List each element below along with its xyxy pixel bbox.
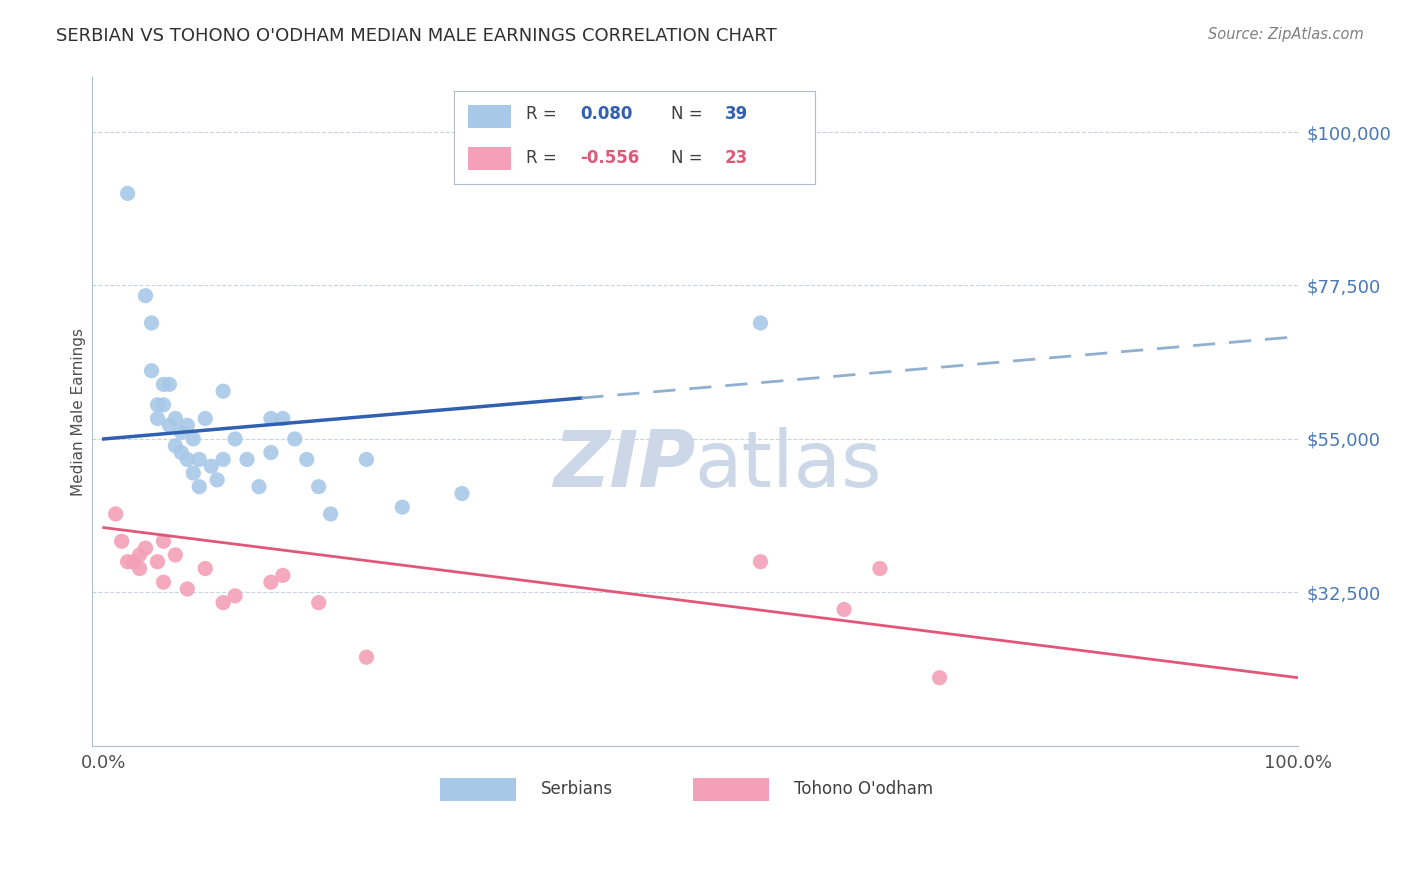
Point [928, 671, 950, 685]
Point [165, 439, 187, 453]
Point [308, 596, 330, 610]
Point [194, 561, 217, 575]
Point [260, 575, 283, 590]
Point [111, 534, 134, 549]
Text: Source: ZipAtlas.com: Source: ZipAtlas.com [1208, 27, 1364, 42]
Point [117, 186, 139, 201]
Point [141, 316, 163, 330]
Point [749, 316, 772, 330]
Point [212, 384, 235, 399]
Point [869, 561, 891, 575]
Point [260, 411, 283, 425]
Point [122, 555, 145, 569]
Point [271, 568, 294, 582]
Point [260, 445, 283, 459]
Point [194, 411, 217, 425]
Point [319, 507, 342, 521]
Point [157, 377, 180, 392]
Point [308, 480, 330, 494]
Point [152, 377, 174, 392]
Point [135, 541, 157, 555]
Point [188, 452, 211, 467]
Text: atlas: atlas [695, 427, 883, 503]
Point [146, 398, 169, 412]
Point [146, 555, 169, 569]
Point [295, 452, 318, 467]
Point [152, 398, 174, 412]
Point [165, 548, 187, 562]
Point [749, 555, 772, 569]
Point [356, 650, 378, 665]
Point [212, 596, 235, 610]
Point [176, 418, 198, 433]
Point [135, 289, 157, 303]
Point [128, 561, 150, 575]
Point [200, 459, 222, 474]
Point [157, 418, 180, 433]
Point [176, 452, 198, 467]
Point [212, 452, 235, 467]
Point [170, 425, 193, 439]
Y-axis label: Median Male Earnings: Median Male Earnings [72, 327, 86, 496]
Point [391, 500, 413, 515]
Point [152, 534, 174, 549]
Text: ZIP: ZIP [553, 427, 695, 503]
Point [146, 411, 169, 425]
Point [181, 466, 204, 480]
Point [170, 445, 193, 459]
Point [224, 589, 246, 603]
Point [188, 480, 211, 494]
Point [236, 452, 259, 467]
Point [224, 432, 246, 446]
Point [165, 411, 187, 425]
Point [117, 555, 139, 569]
Point [141, 364, 163, 378]
Point [176, 582, 198, 596]
Point [356, 452, 378, 467]
Point [832, 602, 855, 616]
Point [247, 480, 270, 494]
Point [271, 411, 294, 425]
Point [284, 432, 307, 446]
Text: SERBIAN VS TOHONO O'ODHAM MEDIAN MALE EARNINGS CORRELATION CHART: SERBIAN VS TOHONO O'ODHAM MEDIAN MALE EA… [56, 27, 778, 45]
Point [451, 486, 474, 500]
Point [181, 432, 204, 446]
Point [104, 507, 127, 521]
Point [152, 575, 174, 590]
Point [205, 473, 228, 487]
Point [128, 548, 150, 562]
